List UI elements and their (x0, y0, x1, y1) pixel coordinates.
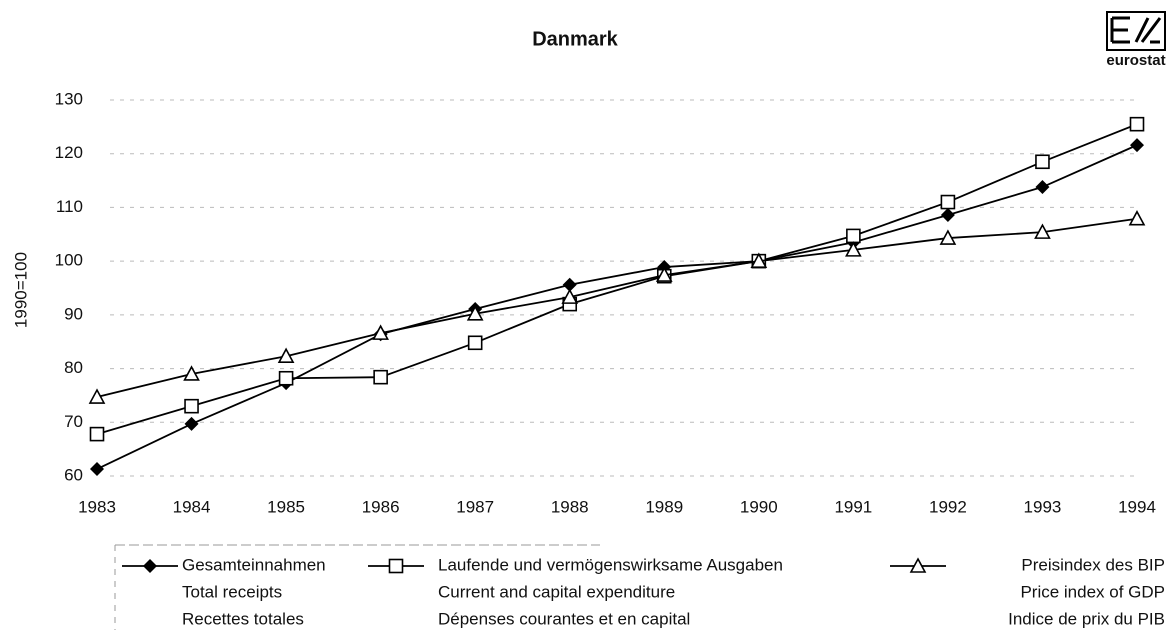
logo: eurostat (1106, 11, 1166, 69)
marker (184, 416, 199, 431)
marker (89, 426, 105, 442)
legend-label: Price index of GDP (1020, 582, 1165, 601)
marker (561, 288, 579, 304)
x-tick-label: 1985 (267, 497, 305, 516)
legend-label: Recettes totales (182, 609, 304, 628)
marker (183, 365, 200, 381)
marker (939, 229, 957, 245)
marker (372, 324, 389, 340)
legend-label: Laufende und vermögenswirksame Ausgaben (438, 555, 783, 574)
x-tick-label: 1992 (929, 497, 967, 516)
marker (940, 207, 955, 222)
chart-title: Danmark (532, 28, 618, 50)
y-axis-label: 1990=100 (11, 252, 30, 328)
x-tick-label: 1986 (362, 497, 400, 516)
y-tick-label: 120 (55, 143, 83, 162)
series-line (96, 217, 1138, 398)
marker (655, 266, 673, 282)
y-tick-label: 100 (55, 251, 83, 270)
marker (466, 305, 484, 321)
legend-label: Total receipts (182, 582, 282, 601)
marker (88, 388, 106, 404)
marker (1129, 116, 1145, 132)
x-tick-label: 1991 (834, 497, 872, 516)
x-tick-label: 1989 (645, 497, 683, 516)
series-line (96, 123, 1138, 435)
legend-label: Current and capital expenditure (438, 582, 675, 601)
x-tick-label: 1988 (551, 497, 589, 516)
marker (184, 398, 199, 414)
x-tick-label: 1993 (1024, 497, 1062, 516)
y-tick-label: 110 (56, 197, 83, 216)
marker (940, 194, 956, 210)
marker (1034, 223, 1051, 239)
legend-marker (388, 558, 404, 574)
marker (278, 370, 294, 386)
series-line (96, 144, 1138, 470)
y-tick-label: 130 (55, 89, 83, 108)
legend-marker (909, 557, 927, 573)
y-tick-label: 70 (64, 412, 83, 431)
marker (1130, 138, 1144, 153)
logo-text: eurostat (1106, 52, 1165, 69)
marker (562, 277, 577, 292)
legend-label: Preisindex des BIP (1021, 555, 1165, 574)
marker (750, 252, 768, 268)
marker (846, 228, 861, 244)
x-tick-label: 1990 (740, 497, 778, 516)
marker (845, 241, 862, 257)
x-tick-label: 1987 (456, 497, 494, 516)
marker (277, 347, 295, 364)
marker (467, 335, 483, 351)
marker (1035, 154, 1050, 170)
y-tick-label: 90 (64, 304, 83, 323)
x-tick-label: 1983 (78, 497, 116, 516)
marker (1128, 210, 1146, 226)
legend-label: Dépenses courantes et en capital (438, 609, 690, 628)
legend-marker (143, 559, 157, 573)
y-tick-label: 80 (64, 358, 83, 377)
legend-label: Indice de prix du PIB (1008, 609, 1165, 628)
x-tick-label: 1984 (173, 497, 211, 516)
x-tick-label: 1994 (1118, 497, 1156, 516)
marker (1035, 180, 1050, 195)
y-tick-label: 60 (64, 465, 83, 484)
marker (90, 462, 104, 477)
marker (373, 369, 388, 385)
legend-label: Gesamteinnahmen (182, 555, 326, 574)
